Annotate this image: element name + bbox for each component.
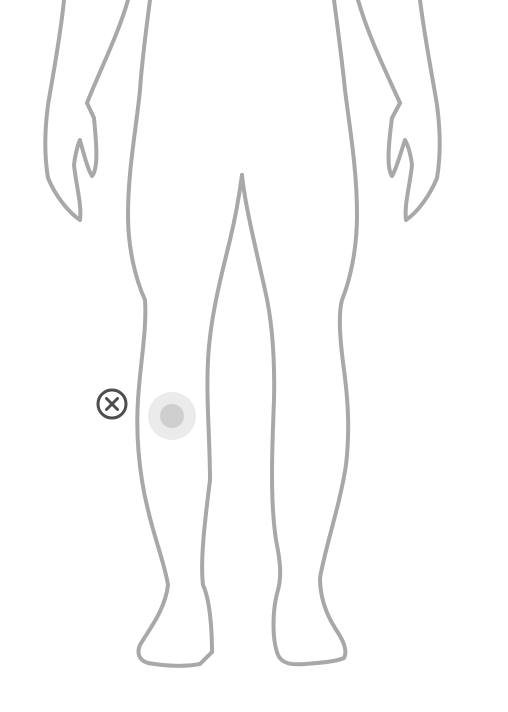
left-arm-inner [85, 0, 130, 105]
close-circle-icon [96, 388, 128, 420]
pain-marker-dot [160, 404, 184, 428]
remove-marker-button[interactable] [95, 387, 129, 421]
right-arm-inner [356, 0, 402, 105]
right-arm-outer [386, 0, 442, 222]
pain-marker[interactable] [148, 392, 196, 440]
left-leg-outer [126, 0, 214, 668]
left-leg-inner [200, 173, 244, 654]
right-leg-outer [303, 0, 359, 666]
left-arm-outer [43, 0, 99, 222]
right-leg-inner [240, 173, 307, 667]
